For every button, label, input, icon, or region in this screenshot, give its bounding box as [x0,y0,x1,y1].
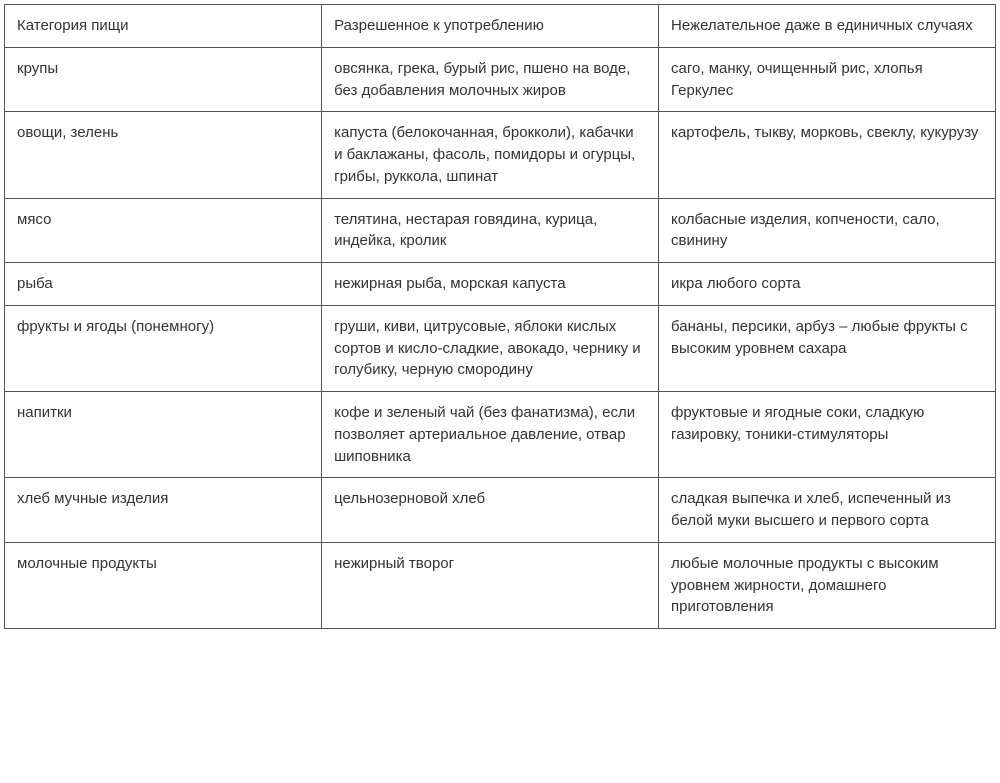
header-allowed: Разрешенное к употреблению [322,5,659,48]
cell-allowed: капуста (белокочанная, брокколи), кабачк… [322,112,659,198]
cell-undesirable: икра любого сорта [659,263,996,306]
table-row: фрукты и ягоды (понемногу) груши, киви, … [5,305,996,391]
food-category-table: Категория пищи Разрешенное к употреблени… [4,4,996,629]
cell-allowed: кофе и зеленый чай (без фанатизма), если… [322,392,659,478]
header-category: Категория пищи [5,5,322,48]
cell-allowed: телятина, нестарая говядина, курица, инд… [322,198,659,263]
cell-category: молочные продукты [5,542,322,628]
cell-undesirable: бананы, персики, арбуз – любые фрукты с … [659,305,996,391]
table-row: мясо телятина, нестарая говядина, курица… [5,198,996,263]
table-row: рыба нежирная рыба, морская капуста икра… [5,263,996,306]
cell-category: фрукты и ягоды (понемногу) [5,305,322,391]
cell-category: рыба [5,263,322,306]
cell-undesirable: картофель, тыкву, морковь, свеклу, кукур… [659,112,996,198]
cell-undesirable: любые молочные продукты с высоким уровне… [659,542,996,628]
cell-undesirable: фруктовые и ягодные соки, сладкую газиро… [659,392,996,478]
cell-undesirable: колбасные изделия, копчености, сало, сви… [659,198,996,263]
table-row: молочные продукты нежирный творог любые … [5,542,996,628]
table-header-row: Категория пищи Разрешенное к употреблени… [5,5,996,48]
table-row: напитки кофе и зеленый чай (без фанатизм… [5,392,996,478]
cell-undesirable: саго, манку, очищенный рис, хлопья Герку… [659,47,996,112]
cell-category: овощи, зелень [5,112,322,198]
header-undesirable: Нежелательное даже в единичных случаях [659,5,996,48]
cell-allowed: нежирная рыба, морская капуста [322,263,659,306]
table-row: крупы овсянка, грека, бурый рис, пшено н… [5,47,996,112]
table-row: овощи, зелень капуста (белокочанная, бро… [5,112,996,198]
cell-category: мясо [5,198,322,263]
cell-allowed: цельнозерновой хлеб [322,478,659,543]
cell-category: хлеб мучные изделия [5,478,322,543]
cell-category: напитки [5,392,322,478]
cell-undesirable: сладкая выпечка и хлеб, испеченный из бе… [659,478,996,543]
cell-allowed: груши, киви, цитрусовые, яблоки кислых с… [322,305,659,391]
table-row: хлеб мучные изделия цельнозерновой хлеб … [5,478,996,543]
cell-category: крупы [5,47,322,112]
cell-allowed: нежирный творог [322,542,659,628]
table-body: Категория пищи Разрешенное к употреблени… [5,5,996,629]
cell-allowed: овсянка, грека, бурый рис, пшено на воде… [322,47,659,112]
